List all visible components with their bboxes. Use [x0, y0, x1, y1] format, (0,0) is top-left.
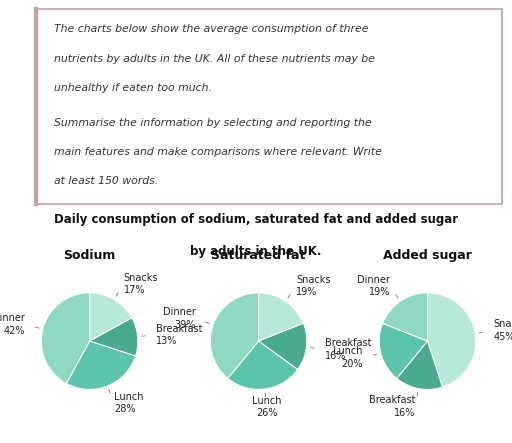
Text: Snacks
45%: Snacks 45%: [494, 319, 512, 342]
Text: The charts below show the average consumption of three: The charts below show the average consum…: [54, 24, 369, 35]
Text: nutrients by adults in the UK. All of these nutrients may be: nutrients by adults in the UK. All of th…: [54, 54, 375, 64]
Text: Snacks
19%: Snacks 19%: [296, 275, 331, 297]
Wedge shape: [67, 341, 136, 389]
FancyBboxPatch shape: [36, 9, 502, 204]
Text: Dinner
39%: Dinner 39%: [163, 307, 196, 330]
Wedge shape: [90, 318, 138, 356]
Wedge shape: [41, 293, 90, 383]
Title: Sodium: Sodium: [63, 249, 116, 262]
Wedge shape: [259, 293, 304, 341]
Text: Daily consumption of sodium, saturated fat and added sugar: Daily consumption of sodium, saturated f…: [54, 214, 458, 226]
Wedge shape: [379, 323, 428, 378]
Wedge shape: [90, 293, 132, 341]
Text: Breakfast
16%: Breakfast 16%: [369, 395, 415, 418]
Text: Lunch
20%: Lunch 20%: [333, 346, 363, 369]
Wedge shape: [428, 293, 476, 387]
Wedge shape: [382, 293, 428, 341]
Text: Snacks
17%: Snacks 17%: [123, 272, 158, 295]
Wedge shape: [210, 293, 259, 378]
Text: Lunch
28%: Lunch 28%: [114, 392, 144, 414]
Wedge shape: [397, 341, 442, 389]
Text: at least 150 words.: at least 150 words.: [54, 176, 159, 187]
Text: Dinner
19%: Dinner 19%: [357, 275, 390, 297]
Text: Lunch
26%: Lunch 26%: [252, 396, 282, 418]
Text: unhealthy if eaten too much.: unhealthy if eaten too much.: [54, 83, 212, 93]
Text: main features and make comparisons where relevant. Write: main features and make comparisons where…: [54, 147, 382, 157]
Text: by adults in the UK.: by adults in the UK.: [190, 245, 322, 257]
Text: Summarise the information by selecting and reporting the: Summarise the information by selecting a…: [54, 118, 372, 128]
Wedge shape: [259, 323, 307, 369]
Title: Saturated fat: Saturated fat: [211, 249, 306, 262]
Title: Added sugar: Added sugar: [383, 249, 472, 262]
Wedge shape: [228, 341, 297, 389]
Text: Breakfast
16%: Breakfast 16%: [325, 338, 371, 361]
Text: Breakfast
13%: Breakfast 13%: [156, 324, 202, 346]
Text: Dinner
42%: Dinner 42%: [0, 313, 25, 336]
